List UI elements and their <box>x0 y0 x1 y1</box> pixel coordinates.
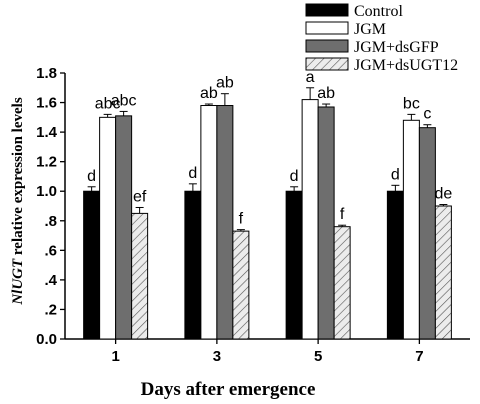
y-axis-title-gene: NlUGT <box>10 258 26 306</box>
bar <box>83 190 101 340</box>
y-tick-label: .2 <box>44 301 57 318</box>
bar <box>402 119 420 340</box>
legend-swatch <box>305 21 349 35</box>
y-tick-label: 1.6 <box>36 95 57 112</box>
bar <box>99 116 117 340</box>
significance-label: d <box>290 168 299 185</box>
significance-label: ab <box>200 85 218 102</box>
y-tick-label: 1.2 <box>36 154 57 171</box>
bar <box>232 230 250 340</box>
significance-label: f <box>340 206 345 223</box>
significance-label: abc <box>95 95 121 112</box>
legend-label: JGM+dsUGT12 <box>354 57 458 74</box>
bar <box>285 190 303 340</box>
legend-label: Control <box>354 3 403 20</box>
error-bars <box>87 87 448 232</box>
significance-label: a <box>306 69 315 86</box>
y-axis-title-rest: relative expression levels <box>10 97 26 259</box>
significance-label: d <box>188 165 197 182</box>
y-axis-title: NlUGT relative expression levels <box>10 97 26 305</box>
significance-label: abc <box>111 92 137 109</box>
bar <box>301 99 319 340</box>
significance-label: bc <box>403 95 420 112</box>
significance-label: de <box>434 186 452 203</box>
bar <box>200 105 218 340</box>
bar <box>418 127 436 340</box>
significance-label: f <box>239 211 244 228</box>
bar <box>131 212 149 340</box>
y-tick-label: 0.0 <box>36 331 57 348</box>
y-tick-label: .6 <box>44 242 57 259</box>
significance-label: ef <box>133 188 147 205</box>
y-tick-label: 1.0 <box>36 183 57 200</box>
y-tick-label: 1.4 <box>36 124 58 141</box>
bar <box>115 115 133 340</box>
x-axis-title: Days after emergence <box>141 379 316 400</box>
legend-swatch <box>305 39 349 53</box>
y-tick-label: .4 <box>44 272 57 289</box>
bar <box>434 205 452 340</box>
x-tick-label: 1 <box>111 348 119 365</box>
significance-label: ab <box>317 85 335 102</box>
significance-label: c <box>423 106 431 123</box>
legend-swatch <box>305 3 349 17</box>
significance-label: d <box>87 168 96 185</box>
legend-label: JGM+dsGFP <box>354 39 439 56</box>
bar <box>184 190 202 340</box>
legend-label: JGM <box>354 21 386 38</box>
bars <box>83 99 452 340</box>
y-tick-label: 1.8 <box>36 65 57 82</box>
legend-swatch <box>305 57 349 71</box>
x-tick-label: 3 <box>213 348 221 365</box>
bar <box>216 105 234 340</box>
bar <box>317 106 335 340</box>
x-tick-label: 7 <box>415 348 423 365</box>
x-tick-label: 5 <box>314 348 322 365</box>
significance-label: d <box>391 166 400 183</box>
bar <box>386 190 404 340</box>
bar <box>333 226 351 340</box>
y-tick-label: .8 <box>44 213 57 230</box>
significance-label: ab <box>216 75 234 92</box>
